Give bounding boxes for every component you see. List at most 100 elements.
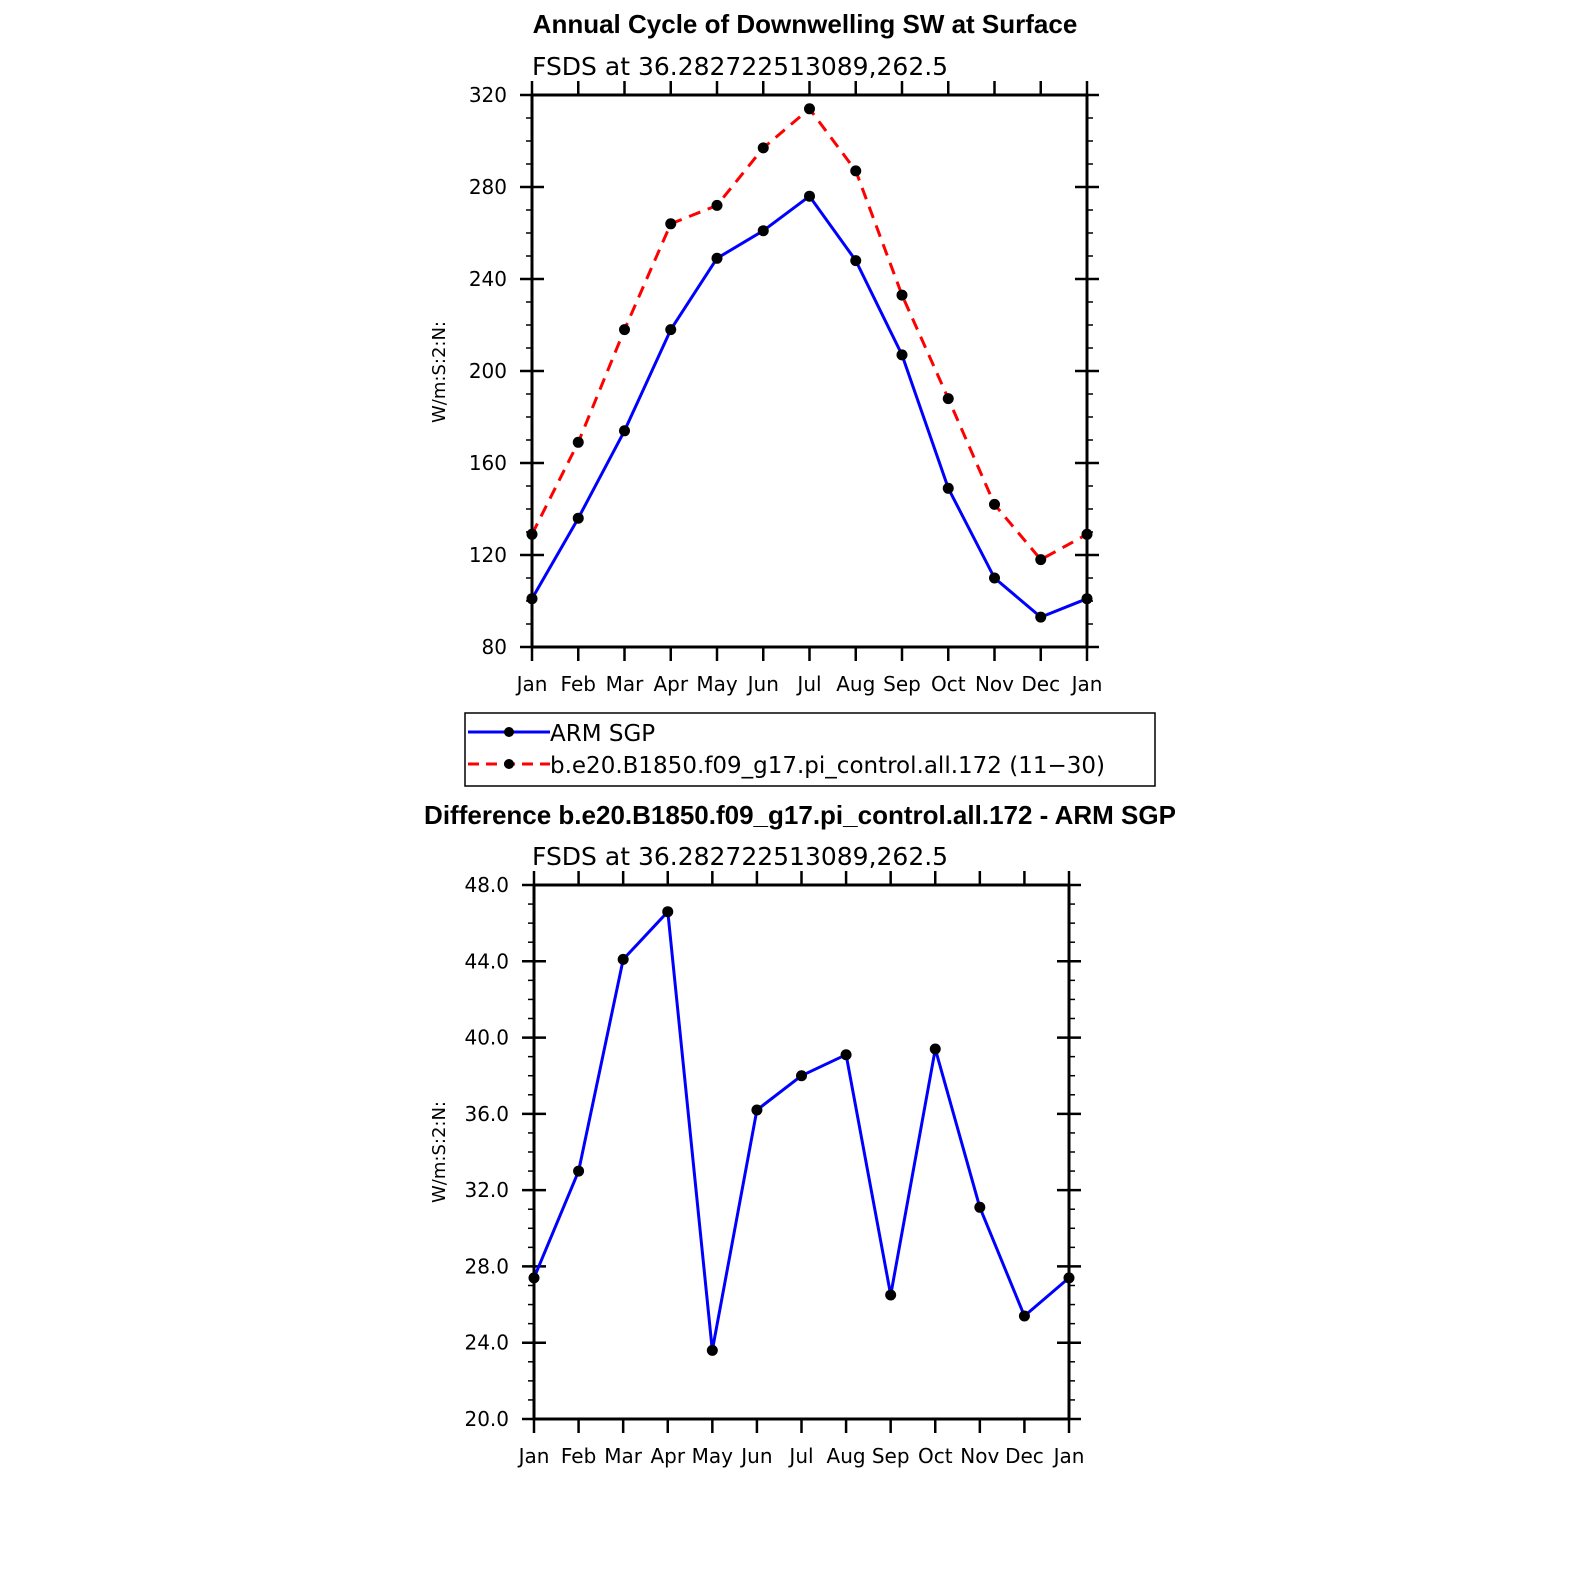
x-tick-label: Jul	[795, 672, 821, 696]
data-point	[619, 425, 630, 437]
x-tick-label: Feb	[561, 1444, 596, 1468]
x-tick-label: Jan	[517, 1444, 550, 1468]
legend-label-model: b.e20.B1850.f09_g17.pi_control.all.172 (…	[550, 753, 1105, 779]
data-point	[573, 1165, 585, 1177]
data-point	[1081, 593, 1093, 605]
data-point	[757, 225, 769, 237]
data-point	[929, 1043, 941, 1055]
x-tick-label: May	[696, 672, 738, 696]
data-point	[662, 906, 674, 918]
data-point	[665, 218, 677, 230]
x-tick-label: Jun	[739, 1444, 772, 1468]
legend-box	[464, 712, 1156, 787]
x-tick-label: Aug	[836, 672, 875, 696]
x-tick-labels: Jan Feb Mar Apr May Jun Jul Aug Sep Oct Nov Dec Jan	[515, 672, 1103, 696]
x-tick-label: Nov	[975, 672, 1014, 696]
x-tick-label: Sep	[883, 672, 921, 696]
x-tick-label: Aug	[827, 1444, 866, 1468]
chart-subtitle: FSDS at 36.282722513089,262.5	[532, 52, 948, 81]
data-point	[1018, 1310, 1030, 1322]
y-tick-label: 20.0	[464, 1407, 509, 1431]
x-tick-label: Nov	[960, 1444, 999, 1468]
data-point	[526, 528, 538, 540]
legend-marker-obs	[504, 727, 514, 737]
y-tick-label: 240	[469, 267, 507, 291]
x-tick-label: Mar	[604, 1444, 643, 1468]
x-tick-label: Jan	[515, 672, 548, 696]
data-point	[757, 142, 769, 154]
y-axis-label: W/m:S:2:N:	[429, 1101, 450, 1203]
data-point	[804, 103, 815, 115]
y-tick-label: 28.0	[464, 1254, 509, 1278]
y-tick-label: 280	[469, 175, 507, 199]
x-tick-label: Jun	[746, 672, 779, 696]
x-tick-label: Oct	[931, 672, 966, 696]
data-point	[1081, 528, 1093, 540]
y-tick-label: 44.0	[464, 949, 509, 973]
axis-ticks	[522, 871, 1081, 1433]
data-point	[942, 393, 954, 405]
x-tick-label: Jan	[1052, 1444, 1085, 1468]
annual-cycle-chart: Annual Cycle of Downwelling SW at Surfac…	[429, 9, 1102, 696]
data-point	[711, 252, 723, 264]
series-group	[528, 906, 1075, 1356]
data-point	[1035, 554, 1047, 566]
legend-label-obs: ARM SGP	[550, 721, 655, 747]
data-point	[1063, 1272, 1075, 1284]
legend: ARM SGP b.e20.B1850.f09_g17.pi_control.a…	[464, 712, 1156, 787]
y-tick-labels: 80 120 160 200 240 280 320	[469, 83, 507, 659]
data-point	[526, 593, 538, 605]
data-point	[989, 498, 1000, 510]
data-point	[665, 324, 677, 336]
y-tick-label: 160	[469, 451, 507, 475]
data-point	[1035, 611, 1047, 623]
y-axis-label: W/m:S:2:N:	[429, 321, 450, 423]
data-point	[885, 1289, 897, 1301]
data-point	[942, 482, 954, 494]
data-point	[840, 1049, 852, 1061]
x-tick-label: Sep	[872, 1444, 910, 1468]
y-tick-label: 48.0	[464, 873, 509, 897]
y-tick-label: 32.0	[464, 1178, 509, 1202]
data-point	[572, 512, 584, 524]
data-point	[796, 1070, 807, 1082]
x-tick-label: Jul	[787, 1444, 813, 1468]
legend-marker-model	[504, 759, 514, 769]
y-tick-labels: 20.0 24.0 28.0 32.0 36.0 40.0 44.0 48.0	[464, 873, 509, 1431]
y-tick-label: 36.0	[464, 1102, 509, 1126]
series-group	[526, 103, 1093, 623]
x-tick-label: Mar	[606, 672, 645, 696]
data-point	[974, 1201, 986, 1213]
y-tick-label: 24.0	[464, 1331, 509, 1355]
axis-ticks	[520, 81, 1099, 661]
chart-title: Difference b.e20.B1850.f09_g17.pi_contro…	[424, 800, 1176, 830]
y-tick-label: 320	[469, 83, 507, 107]
data-point	[751, 1104, 763, 1116]
x-tick-label: Apr	[653, 672, 688, 696]
x-tick-label: Dec	[1005, 1444, 1044, 1468]
data-point	[711, 199, 723, 211]
y-tick-label: 80	[482, 635, 507, 659]
y-tick-label: 40.0	[464, 1026, 509, 1050]
data-point	[617, 953, 629, 965]
x-tick-label: May	[692, 1444, 734, 1468]
data-point	[528, 1272, 540, 1284]
chart-title: Annual Cycle of Downwelling SW at Surfac…	[533, 9, 1078, 39]
chart-subtitle: FSDS at 36.282722513089,262.5	[532, 842, 948, 871]
data-point	[896, 289, 908, 301]
x-tick-label: Feb	[561, 672, 596, 696]
data-point	[989, 572, 1000, 584]
data-point	[850, 165, 862, 177]
data-point	[850, 255, 862, 267]
x-tick-label: Oct	[918, 1444, 953, 1468]
y-tick-label: 200	[469, 359, 507, 383]
difference-chart: Difference b.e20.B1850.f09_g17.pi_contro…	[424, 800, 1176, 1468]
data-point	[896, 349, 908, 361]
x-tick-label: Jan	[1070, 672, 1103, 696]
data-point	[572, 436, 584, 448]
x-tick-labels: Jan Feb Mar Apr May Jun Jul Aug Sep Oct Nov Dec Jan	[517, 1444, 1085, 1468]
data-point	[804, 190, 815, 202]
x-tick-label: Apr	[650, 1444, 685, 1468]
y-tick-label: 120	[469, 543, 507, 567]
